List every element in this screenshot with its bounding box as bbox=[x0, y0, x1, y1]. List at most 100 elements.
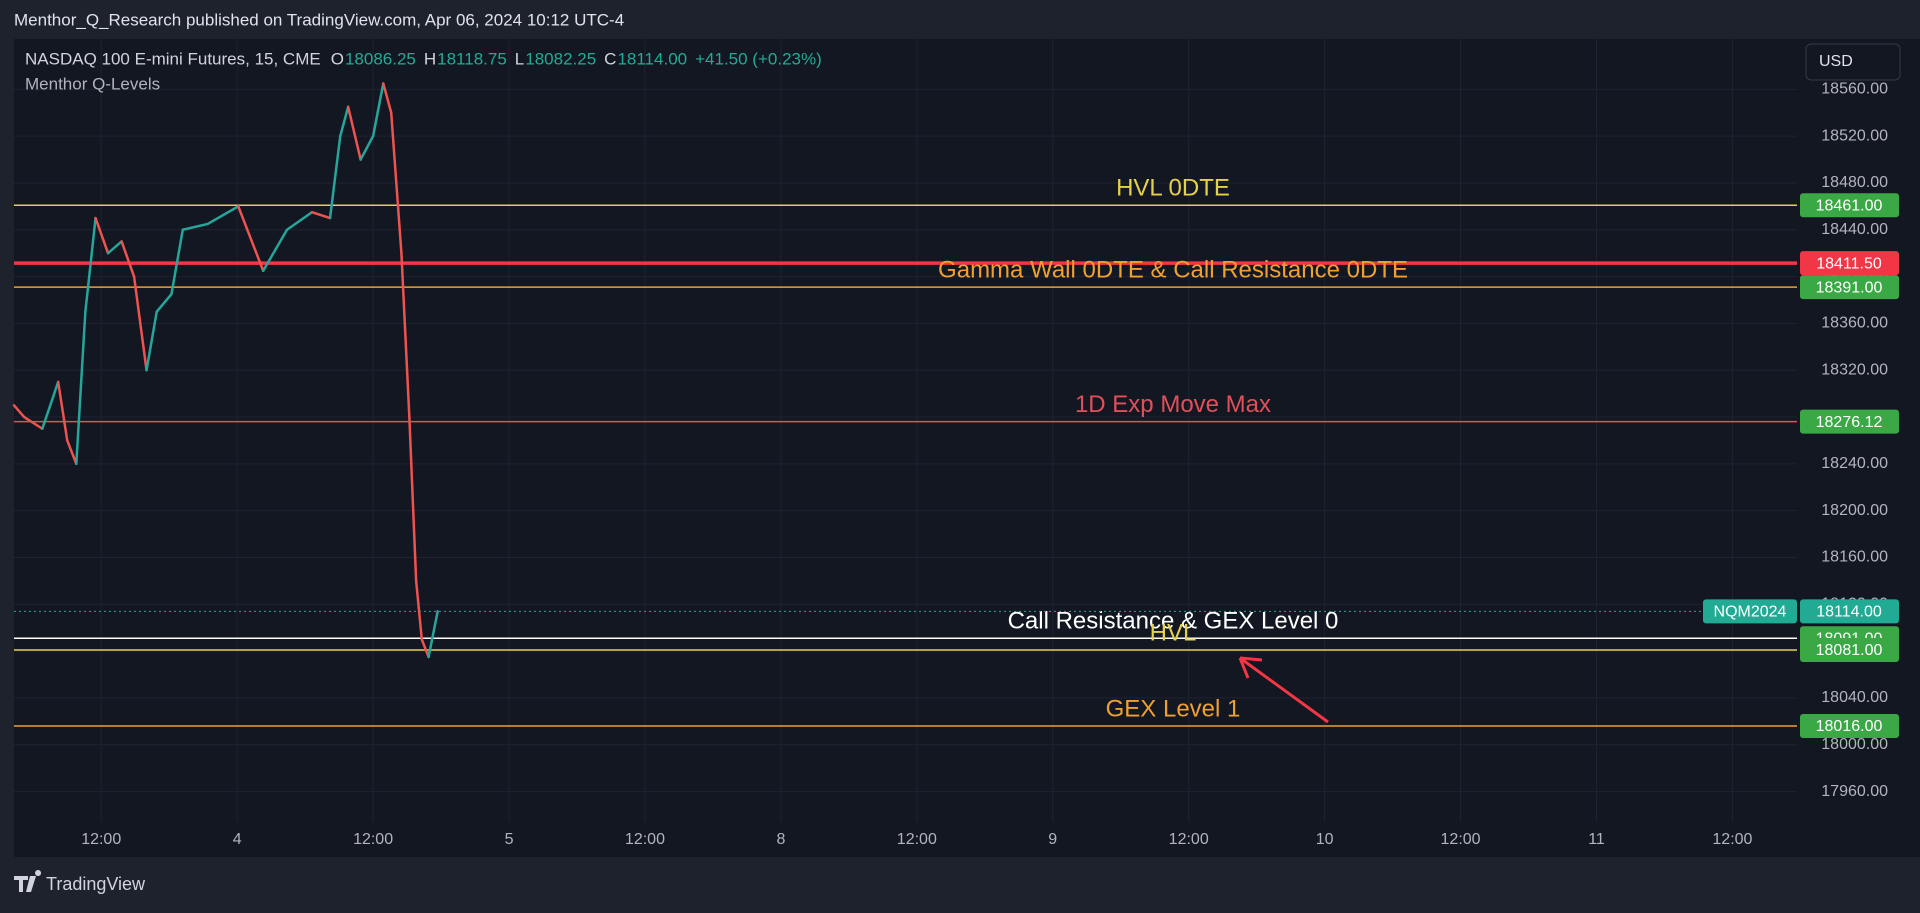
y-tick-label: 18480.00 bbox=[1821, 174, 1888, 191]
price-segment bbox=[56, 380, 69, 442]
published-note: Menthor_Q_Research published on TradingV… bbox=[14, 10, 624, 29]
ohlc-key: C bbox=[604, 49, 616, 68]
price-segment bbox=[237, 205, 265, 272]
ohlc-value: 18086.25 bbox=[345, 49, 416, 68]
price-tag-label: 18114.00 bbox=[1816, 604, 1882, 621]
x-tick-label: 12:00 bbox=[897, 831, 937, 848]
price-segment bbox=[285, 210, 314, 232]
ohlc-value: 18082.25 bbox=[525, 49, 596, 68]
price-segment bbox=[75, 310, 87, 466]
indicator-name: Menthor Q-Levels bbox=[25, 74, 160, 93]
y-tick-label: 18320.00 bbox=[1821, 361, 1888, 378]
price-tag bbox=[1800, 275, 1899, 300]
price-segment bbox=[206, 205, 240, 226]
x-tick-label: 12:00 bbox=[1712, 831, 1752, 848]
price-tag-label: 18081.00 bbox=[1816, 642, 1883, 659]
x-tick-label: 12:00 bbox=[353, 831, 393, 848]
x-tick-label: 12:00 bbox=[81, 831, 121, 848]
levels: HVL 0DTE Gamma Wall 0DTE & Call Resistanc… bbox=[14, 175, 1797, 727]
ohlc-key: L bbox=[515, 49, 524, 68]
currency: USD bbox=[1819, 53, 1853, 70]
price-segment bbox=[382, 82, 393, 114]
price-segment bbox=[106, 240, 123, 255]
symbol-tag-label: NQM2024 bbox=[1714, 604, 1787, 621]
brand: TradingView bbox=[46, 874, 146, 894]
price-tag-label: 18391.00 bbox=[1816, 279, 1883, 296]
price-tag bbox=[1800, 193, 1899, 218]
price-segment bbox=[12, 404, 26, 419]
y-tick-label: 18440.00 bbox=[1821, 221, 1888, 238]
price-segment bbox=[261, 228, 289, 272]
y-tick-label: 18560.00 bbox=[1821, 81, 1888, 98]
price-tag bbox=[1800, 251, 1899, 276]
price-segment bbox=[427, 610, 439, 659]
tags: 18461.0018411.5018391.0018276.1218091.00… bbox=[1703, 193, 1899, 739]
price-segment bbox=[371, 82, 385, 138]
price-tag bbox=[1800, 409, 1899, 434]
chart-title: NASDAQ 100 E-mini Futures, 15, CME bbox=[25, 49, 321, 68]
price-tag bbox=[1800, 599, 1899, 624]
ohlc-key: O bbox=[331, 49, 344, 68]
price-segment bbox=[346, 105, 362, 161]
price-segment bbox=[22, 415, 44, 430]
price-segment bbox=[338, 105, 350, 138]
price-segment bbox=[155, 292, 173, 313]
price-tag bbox=[1800, 637, 1899, 662]
level-label: HVL 0DTE bbox=[1116, 175, 1230, 202]
price-segment bbox=[408, 415, 418, 583]
price-segment bbox=[65, 439, 78, 466]
level-label: GEX Level 1 bbox=[1106, 695, 1241, 722]
level-label: 1D Exp Move Max bbox=[1075, 391, 1271, 418]
price-segment bbox=[310, 210, 332, 220]
y-tick-label: 18360.00 bbox=[1821, 315, 1888, 332]
y-tick-label: 18520.00 bbox=[1821, 127, 1888, 144]
y-tick-label: 18240.00 bbox=[1821, 455, 1888, 472]
currency-button[interactable] bbox=[1805, 43, 1901, 81]
plot-bg bbox=[14, 39, 1920, 857]
level-label: Gamma Wall 0DTE & Call Resistance 0DTE bbox=[938, 256, 1408, 283]
ohlc-value: 18114.00 bbox=[617, 49, 687, 68]
price-segment bbox=[328, 134, 342, 220]
y-tick-label: 17960.00 bbox=[1821, 783, 1888, 800]
price-tag-label: 18461.00 bbox=[1816, 197, 1883, 214]
price-segment bbox=[41, 380, 60, 430]
price-segment bbox=[420, 638, 430, 659]
price-segment bbox=[120, 240, 136, 278]
level-label: HVL bbox=[1150, 619, 1197, 646]
x-tick-label: 12:00 bbox=[625, 831, 665, 848]
price-segment bbox=[132, 275, 148, 372]
price-segment bbox=[145, 310, 158, 372]
price-segment bbox=[400, 251, 411, 419]
price-segment bbox=[359, 134, 375, 161]
price-tag-label: 18411.50 bbox=[1816, 255, 1882, 272]
price-tag-label: 18276.12 bbox=[1816, 414, 1883, 431]
x-tick-label: 10 bbox=[1316, 831, 1334, 848]
x-tick-label: 8 bbox=[776, 831, 785, 848]
y-tick-label: 18000.00 bbox=[1821, 736, 1888, 753]
symbol-tag bbox=[1703, 599, 1797, 624]
y-tick-label: 18160.00 bbox=[1821, 549, 1888, 566]
price-segment bbox=[181, 222, 209, 232]
change: +41.50 (+0.23%) bbox=[695, 49, 822, 68]
price-tag bbox=[1800, 714, 1899, 739]
ohlc-key: H bbox=[424, 49, 436, 68]
x-tick-label: 5 bbox=[505, 831, 514, 848]
legend: NASDAQ 100 E-mini Futures, 15, CME O 18086… bbox=[25, 49, 822, 68]
ohlc-value: 18118.75 bbox=[437, 49, 507, 68]
price-segment bbox=[170, 228, 185, 296]
x-tick-label: 12:00 bbox=[1441, 831, 1481, 848]
y-tick-label: 18040.00 bbox=[1821, 689, 1888, 706]
tv-logo bbox=[14, 870, 42, 892]
x-tick-label: 12:00 bbox=[1169, 831, 1209, 848]
price bbox=[12, 82, 439, 659]
x-tick-label: 4 bbox=[233, 831, 242, 848]
price-segment bbox=[84, 216, 97, 313]
price-tag-label: 18016.00 bbox=[1816, 718, 1883, 735]
price-segment bbox=[94, 216, 110, 255]
annotation-arrow bbox=[1238, 656, 1329, 724]
x-tick-label: 9 bbox=[1048, 831, 1057, 848]
price-segment bbox=[414, 579, 424, 641]
y-tick-label: 18200.00 bbox=[1821, 502, 1888, 519]
